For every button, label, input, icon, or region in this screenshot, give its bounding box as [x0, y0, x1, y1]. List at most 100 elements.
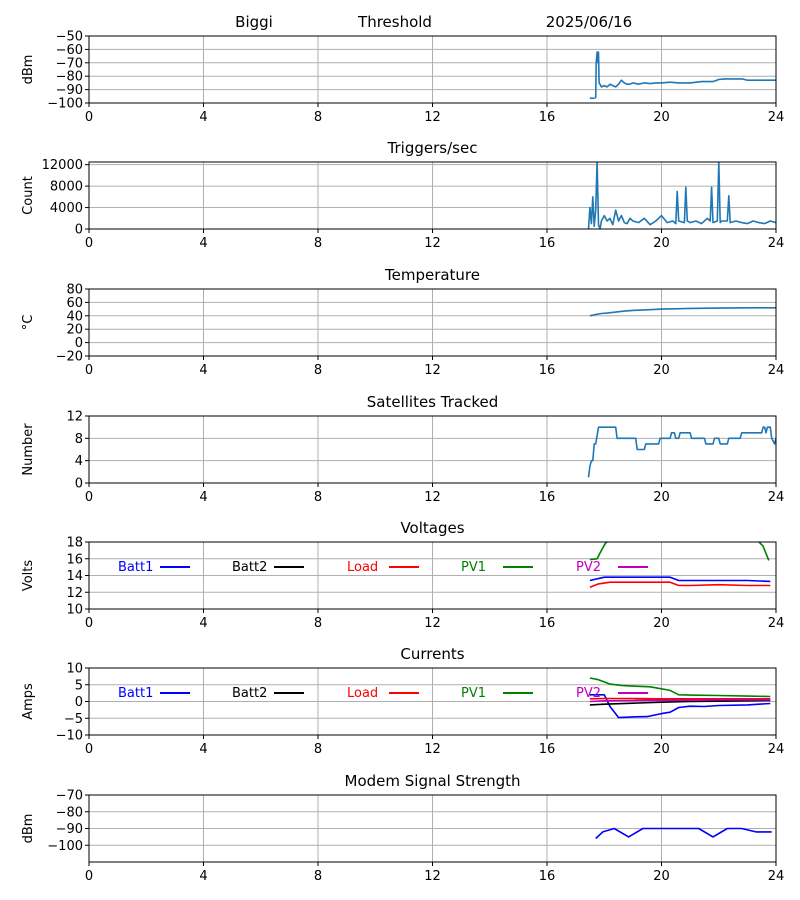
y-tick-label: 4: [75, 454, 83, 469]
y-tick-label: −80: [56, 70, 83, 85]
x-tick-label: 16: [539, 616, 556, 631]
chart-title: Currents: [400, 645, 464, 663]
y-tick-label: 10: [66, 603, 83, 618]
plot-area: [589, 51, 776, 100]
x-tick-label: 4: [199, 742, 207, 757]
x-tick-label: 16: [539, 110, 556, 125]
x-tick-label: 12: [424, 490, 441, 505]
y-tick-label: 0: [75, 336, 83, 351]
x-tick-label: 8: [314, 490, 322, 505]
y-tick-label: −70: [56, 789, 83, 804]
x-tick-label: 24: [768, 616, 785, 631]
x-tick-label: 24: [768, 236, 785, 251]
header-dataset: Threshold: [357, 13, 432, 31]
x-tick-label: 12: [424, 742, 441, 757]
x-tick-label: 16: [539, 236, 556, 251]
y-tick-label: 18: [66, 536, 83, 551]
figure-header: Biggi Threshold 2025/06/16: [235, 13, 632, 31]
series-line-batt1: [589, 576, 771, 583]
x-tick-label: 24: [768, 110, 785, 125]
x-tick-label: 8: [314, 236, 322, 251]
y-tick-label: 0: [75, 477, 83, 492]
legend-label-batt1: Batt1: [118, 560, 153, 575]
legend-label-pv1: PV1: [461, 560, 486, 575]
x-tick-label: 20: [653, 236, 670, 251]
x-tick-label: 4: [199, 110, 207, 125]
y-tick-label: 8: [75, 432, 83, 447]
x-tick-label: 16: [539, 742, 556, 757]
header-date: 2025/06/16: [546, 13, 632, 31]
x-tick-label: 20: [653, 363, 670, 378]
plot-area: [587, 162, 776, 229]
x-tick-label: 12: [424, 616, 441, 631]
threshold-chart: 0 4 8 12 16 20 24 −100−90−80−70−60−50 dBm: [21, 30, 784, 126]
y-tick-label: −100: [47, 97, 83, 112]
x-tick-label: 4: [199, 616, 207, 631]
y-tick-label: −50: [56, 30, 83, 45]
series-line-pv1: [589, 677, 771, 698]
series-line-load: [589, 581, 771, 588]
y-tick-label: 20: [66, 323, 83, 338]
legend-label-load: Load: [347, 686, 378, 701]
y-tick-label: 40: [66, 309, 83, 324]
series-line: [595, 827, 772, 840]
y-tick-label: −70: [56, 56, 83, 71]
x-tick-label: 0: [85, 490, 93, 505]
legend-label-batt2: Batt2: [232, 686, 267, 701]
x-tick-label: 4: [199, 490, 207, 505]
y-tick-label: 0: [75, 223, 83, 238]
y-axis-label: dBm: [21, 814, 36, 844]
y-tick-label: −90: [56, 822, 83, 837]
y-axis-label: Volts: [21, 560, 36, 592]
y-tick-label: 8000: [50, 180, 83, 195]
x-tick-label: 24: [768, 363, 785, 378]
y-axis-label: Count: [21, 176, 36, 215]
y-tick-label: 12000: [42, 158, 83, 173]
x-tick-label: 8: [314, 110, 322, 125]
y-tick-label: 12: [66, 586, 83, 601]
x-tick-label: 24: [768, 490, 785, 505]
legend-label-load: Load: [347, 560, 378, 575]
header-site: Biggi: [235, 13, 273, 31]
y-axis-label: Amps: [21, 683, 36, 720]
y-axis-label: dBm: [21, 55, 36, 85]
x-tick-label: 0: [85, 363, 93, 378]
chart-title: Voltages: [400, 519, 464, 537]
plot-area: [589, 542, 771, 588]
plot-area: [589, 677, 771, 719]
x-tick-label: 20: [653, 110, 670, 125]
y-tick-label: −10: [56, 729, 83, 744]
x-tick-label: 20: [653, 490, 670, 505]
y-tick-label: 5: [75, 678, 83, 693]
x-tick-label: 4: [199, 869, 207, 884]
series-line-pv2: [589, 698, 771, 703]
y-tick-label: −90: [56, 83, 83, 98]
y-tick-label: 60: [66, 296, 83, 311]
x-tick-label: 16: [539, 869, 556, 884]
series-line-batt1: [589, 693, 771, 719]
x-tick-label: 0: [85, 110, 93, 125]
x-tick-label: 8: [314, 742, 322, 757]
series-line: [587, 426, 776, 478]
legend-label-pv2: PV2: [576, 560, 601, 575]
y-tick-label: −60: [56, 43, 83, 58]
x-tick-label: 20: [653, 742, 670, 757]
y-tick-label: 80: [66, 283, 83, 298]
plot-area: [595, 827, 772, 840]
x-tick-label: 20: [653, 869, 670, 884]
y-tick-label: 4000: [50, 201, 83, 216]
chart-title: Temperature: [384, 266, 480, 284]
y-tick-label: −20: [56, 350, 83, 365]
y-axis-label: °C: [21, 315, 36, 331]
y-tick-label: 10: [66, 662, 83, 677]
plot-area: [587, 426, 776, 478]
series-line-pv1: [589, 542, 770, 561]
x-tick-label: 8: [314, 616, 322, 631]
modem-chart: 0 4 8 12 16 20 24 −100 −90 −80−70 Modem Signal Str…: [21, 772, 784, 884]
x-tick-label: 8: [314, 363, 322, 378]
x-tick-label: 24: [768, 869, 785, 884]
plot-area: [589, 306, 776, 317]
